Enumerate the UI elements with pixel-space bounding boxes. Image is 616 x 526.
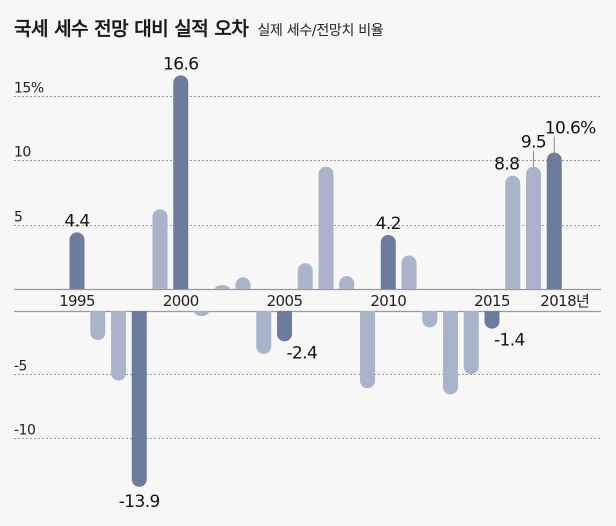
data-label: -2.4 [287, 343, 318, 363]
data-label: 4.2 [376, 214, 401, 234]
labels: 15% 10 5 -5 -10 1995 2000 2005 2010 2015 2018년 4.4 -… [14, 54, 597, 512]
bar-1997 [111, 311, 126, 381]
bar-2012 [422, 311, 438, 328]
data-label: 8.8 [494, 155, 519, 175]
axes [14, 288, 601, 313]
y-tick-label: -10 [14, 423, 35, 439]
bar-1999 [152, 209, 168, 289]
bar-2011 [401, 255, 417, 289]
data-label: 16.6 [163, 54, 198, 74]
bar-2005 [277, 311, 292, 342]
bar-1995 [69, 232, 85, 289]
data-label: 9.5 [521, 133, 546, 153]
x-tick-label: 1995 [59, 292, 95, 310]
bar-2003 [235, 277, 251, 289]
data-label: -1.4 [494, 331, 525, 351]
x-tick-label: 2000 [163, 292, 199, 310]
y-tick-label: -5 [14, 359, 27, 375]
bar-2000 [173, 75, 189, 290]
bar-2007 [318, 166, 334, 289]
y-tick-label: 5 [14, 210, 22, 226]
x-tick-label: 2015 [474, 292, 510, 310]
data-label: 4.4 [64, 211, 89, 231]
data-label: 10.6% [545, 119, 596, 139]
x-tick-label: 2005 [267, 292, 303, 310]
bar-2001 [194, 311, 209, 317]
chart-title-row: 국세 세수 전망 대비 실적 오차 실제 세수/전망치 비율 [14, 14, 384, 41]
bar-1998 [131, 311, 147, 487]
bar-2015 [484, 311, 500, 329]
bar-2010 [380, 234, 396, 289]
bar-2004 [256, 311, 272, 355]
bar-2002 [214, 285, 230, 289]
bar-2013 [443, 311, 458, 395]
y-tick-label: 15% [14, 81, 44, 97]
chart-subtitle: 실제 세수/전망치 비율 [257, 23, 384, 39]
chart-title: 국세 세수 전망 대비 실적 오차 [14, 18, 249, 40]
bar-2009 [360, 311, 375, 389]
x-tick-label: 2010 [370, 292, 406, 310]
bar-1996 [90, 311, 106, 341]
bar-2018 [546, 152, 562, 289]
bar-2008 [339, 276, 355, 289]
data-label: -13.9 [119, 492, 160, 512]
bar-2016 [505, 175, 521, 289]
bars [69, 75, 562, 487]
y-tick-label: 10 [14, 145, 31, 161]
x-tick-label: 2018년 [540, 292, 589, 310]
bar-2017 [526, 166, 541, 289]
bar-2006 [297, 263, 313, 289]
bar-2014 [463, 311, 479, 375]
